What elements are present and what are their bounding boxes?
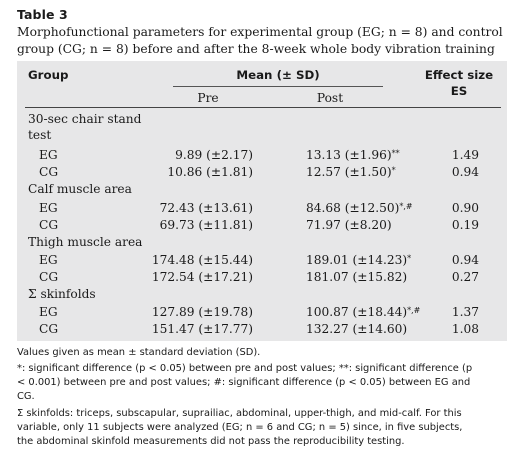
mean-underline	[173, 86, 383, 87]
row-pre: 69.73 (±11.81)	[159, 218, 253, 232]
row-pre: 127.89 (±19.78)	[151, 305, 253, 319]
row-es: 0.94	[451, 165, 479, 179]
row-post: 71.97 (±8.20)	[306, 218, 392, 232]
row-pre: 151.47 (±17.77)	[151, 322, 253, 336]
footnote: CG.	[17, 391, 35, 402]
row-group: EG	[39, 305, 58, 319]
data-table: Group Mean (± SD) Effect size ES Pre Pos…	[17, 61, 507, 341]
row-pre: 72.43 (±13.61)	[159, 201, 253, 215]
footnote: Σ skinfolds: triceps, subscapular, supra…	[17, 408, 462, 419]
row-pre: 9.89 (±2.17)	[175, 148, 253, 162]
row-post: 100.87 (±18.44)*,#	[306, 305, 421, 319]
header-post: Post	[316, 91, 344, 105]
row-es: 1.49	[451, 148, 479, 162]
row-group: CG	[39, 322, 59, 336]
section-title: test	[28, 128, 52, 142]
header-rule	[25, 107, 501, 108]
row-es: 1.37	[451, 305, 479, 319]
footnote: Values given as mean ± standard deviatio…	[17, 347, 261, 358]
footnote: the abdominal skinfold measurements did …	[17, 436, 405, 447]
section-title: Σ skinfolds	[28, 287, 96, 301]
footnote: *: significant difference (p < 0.05) bet…	[17, 363, 473, 374]
row-post: 12.57 (±1.50)*	[306, 165, 396, 179]
row-group: EG	[39, 148, 58, 162]
row-pre: 10.86 (±1.81)	[167, 165, 253, 179]
row-group: CG	[39, 165, 59, 179]
header-effect-size: Effect size	[424, 68, 494, 82]
table-caption: Morphofunctional parameters for experime…	[17, 25, 503, 56]
row-es: 0.94	[451, 253, 479, 267]
row-post: 132.27 (±14.60)	[306, 322, 408, 336]
section-title: Thigh muscle area	[28, 235, 143, 249]
row-pre: 172.54 (±17.21)	[151, 270, 253, 284]
row-es: 1.08	[451, 322, 479, 336]
row-group: EG	[39, 201, 58, 215]
header-group: Group	[28, 68, 69, 82]
row-group: CG	[39, 270, 59, 284]
header-pre: Pre	[197, 91, 219, 105]
row-post: 181.07 (±15.82)	[306, 270, 408, 284]
section-title: 30-sec chair stand	[28, 112, 142, 126]
header-mean: Mean (± SD)	[236, 68, 320, 82]
table-label: Table 3	[17, 7, 68, 22]
row-es: 0.90	[451, 201, 479, 215]
row-es: 0.27	[451, 270, 479, 284]
row-group: EG	[39, 253, 58, 267]
row-post: 13.13 (±1.96)**	[306, 148, 400, 162]
row-post: 189.01 (±14.23)*	[306, 253, 412, 267]
section-title: Calf muscle area	[28, 182, 132, 196]
footnote: < 0.001) between pre and post values; #:…	[17, 377, 471, 388]
row-es: 0.19	[451, 218, 479, 232]
row-pre: 174.48 (±15.44)	[151, 253, 253, 267]
row-post: 84.68 (±12.50)*,#	[306, 201, 413, 215]
header-es: ES	[450, 84, 468, 98]
row-group: CG	[39, 218, 59, 232]
footnote: variable, only 11 subjects were analyzed…	[17, 422, 463, 433]
